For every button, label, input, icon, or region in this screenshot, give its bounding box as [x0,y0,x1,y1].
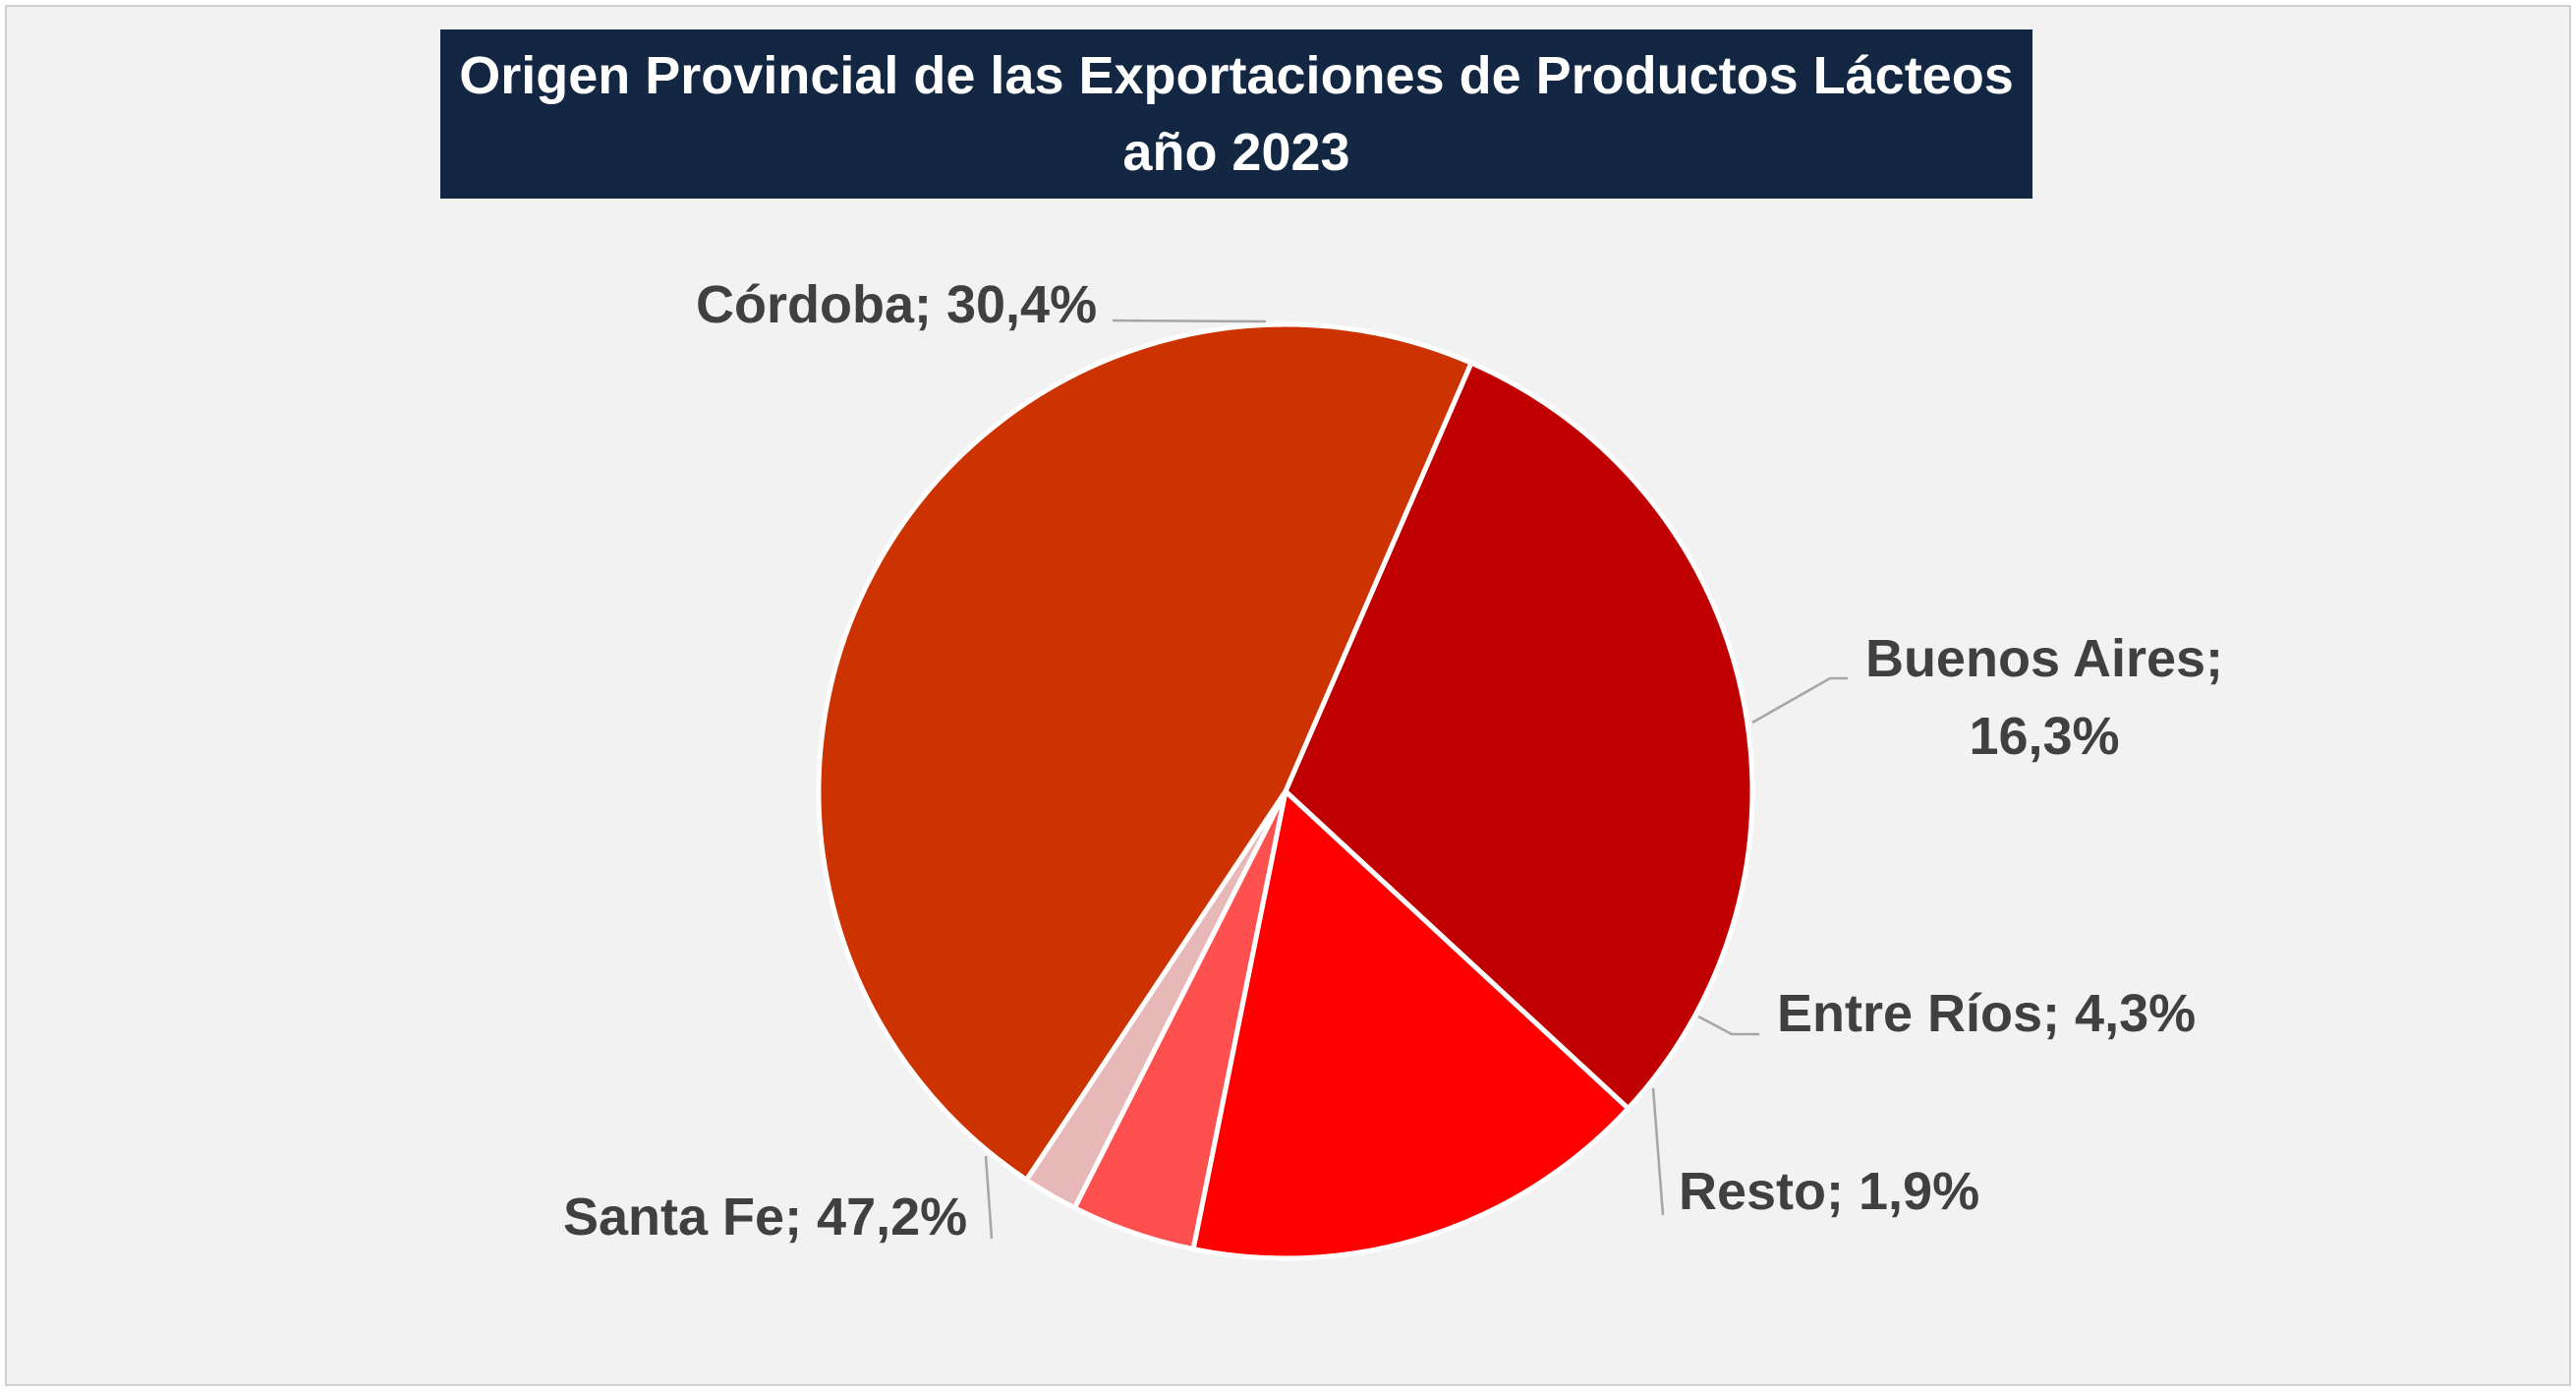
leader-line-c-rdoba [1112,319,1267,323]
data-labels: Córdoba; 30,4% Buenos Aires; 16,3% Entre… [563,275,2223,1247]
pie-slice-c-rdoba [1283,360,1755,1112]
data-label-santa-fe: Santa Fe; 47,2% [563,1188,967,1247]
leader-lines [984,319,1848,1240]
chart-subtitle: año 2023 [1122,123,1350,182]
data-label-cordoba: Córdoba; 30,4% [696,275,1097,334]
data-label-resto: Resto; 1,9% [1679,1162,1979,1221]
leader-line-buenos-aires [1751,676,1848,725]
pie-slice-resto [1023,788,1288,1211]
leader-line-resto [1651,1087,1665,1216]
pie-slice-santa-fe [816,321,1474,1183]
data-label-buenos-aires-line2: 16,3% [1969,707,2119,766]
pie-slices [816,321,1755,1261]
leader-line-santa-fe [984,1155,994,1240]
leader-line-entre-r-os [1697,1015,1759,1036]
data-label-entre-rios: Entre Ríos; 4,3% [1777,984,2196,1043]
chart-title-box: Origen Provincial de las Exportaciones d… [440,29,2032,199]
data-label-buenos-aires-line1: Buenos Aires; [1865,629,2223,688]
chart-title: Origen Provincial de las Exportaciones d… [459,46,2014,105]
pie-slice-buenos-aires [1190,788,1631,1261]
